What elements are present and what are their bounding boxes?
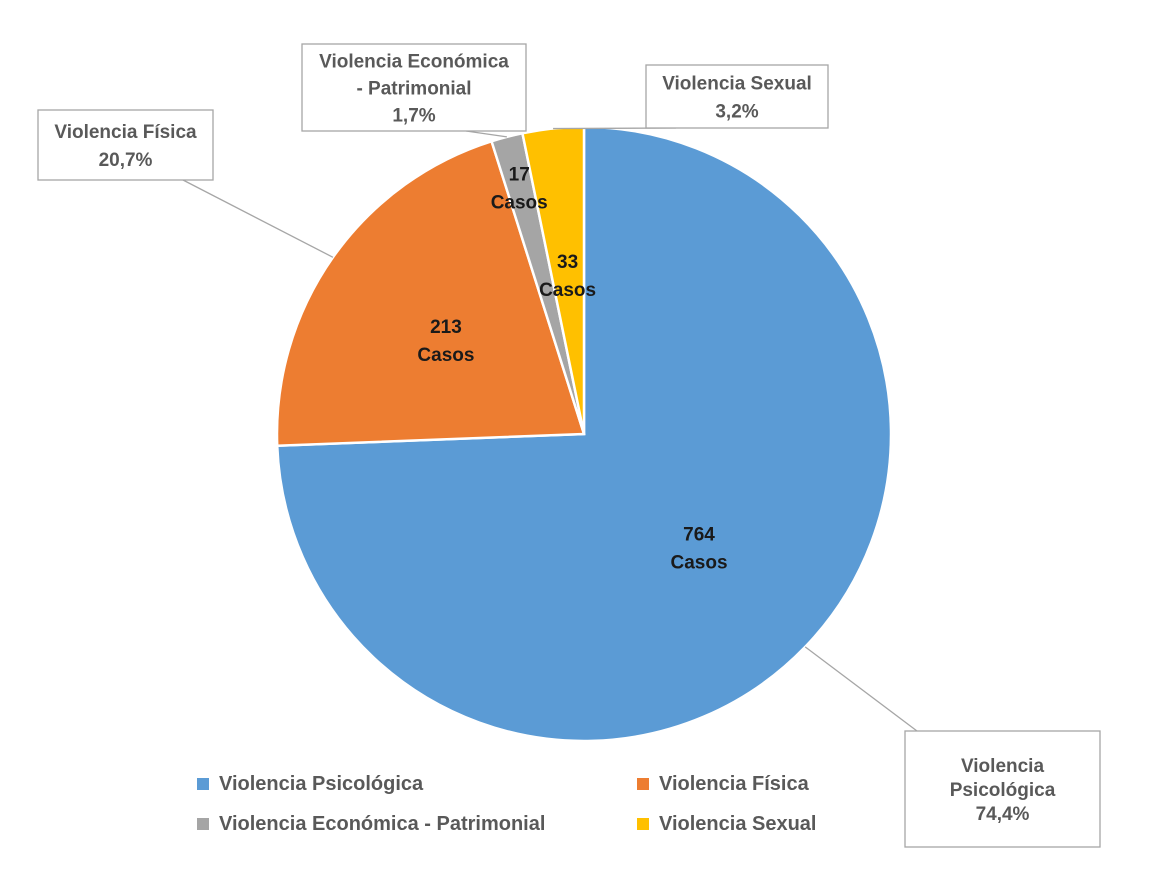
data-labels: 764 Casos 213 Casos 17 Casos 33 Casos [417,164,727,573]
leader-line-fisica [182,179,334,258]
legend-label-psicologica: Violencia Psicológica [219,773,424,795]
legend-swatch-economica-patrimonial [197,818,209,830]
callout-psicologica: Violencia Psicológica 74,4% [904,730,1101,848]
callout-label-economica-patrimonial: - Patrimonial [356,79,471,100]
callout-box-psicologica [904,730,1101,848]
pie-slices [275,125,893,743]
callout-box-economica-patrimonial [301,43,527,132]
legend-item-economica-patrimonial[interactable]: Violencia Económica - Patrimonial [197,813,545,835]
callout-sexual: Violencia Sexual 3,2% [645,64,829,129]
callout-label-psicologica: Psicológica [950,780,1056,801]
callout-label-psicologica: Violencia [961,756,1045,777]
leader-line-economica-patrimonial [465,130,507,138]
data-label-psicologica: 764 Casos [671,525,728,574]
callout-percent-sexual: 3,2% [715,102,758,123]
data-label-unit-economica-patrimonial: Casos [491,192,548,213]
legend-item-sexual[interactable]: Violencia Sexual [637,813,817,835]
legend-label-sexual: Violencia Sexual [659,813,817,835]
data-label-value-economica-patrimonial: 17 [509,164,530,185]
legend-item-fisica[interactable]: Violencia Física [637,773,810,795]
callout-box-fisica [37,109,214,181]
data-label-economica-patrimonial: 17 Casos [491,164,548,213]
data-label-value-fisica: 213 [430,317,462,338]
callout-label-sexual: Violencia Sexual [662,74,812,95]
legend-swatch-psicologica [197,778,209,790]
data-label-unit-sexual: Casos [539,280,596,301]
callout-fisica: Violencia Física 20,7% [37,109,214,181]
data-label-fisica: 213 Casos [417,317,474,366]
callout-label-fisica: Violencia Física [54,122,197,143]
data-label-value-psicologica: 764 [683,525,715,546]
legend-label-fisica: Violencia Física [659,773,810,795]
callout-percent-psicologica: 74,4% [976,804,1030,825]
legend-label-economica-patrimonial: Violencia Económica - Patrimonial [219,813,545,835]
data-label-sexual: 33 Casos [539,252,596,301]
callouts: Violencia Psicológica 74,4% Violencia Físic… [37,43,1101,848]
legend-item-psicologica[interactable]: Violencia Psicológica [197,773,424,795]
leader-line-psicologica [804,646,918,732]
legend-swatch-sexual [637,818,649,830]
callout-percent-fisica: 20,7% [99,150,153,171]
data-label-unit-fisica: Casos [417,345,474,366]
data-label-value-sexual: 33 [557,252,578,273]
legend-swatch-fisica [637,778,649,790]
data-label-unit-psicologica: Casos [671,553,728,574]
callout-label-economica-patrimonial: Violencia Económica [319,52,509,73]
legend: Violencia Psicológica Violencia Física Vio… [197,773,817,835]
callout-economica-patrimonial: Violencia Económica - Patrimonial 1,7% [301,43,527,132]
callout-box-sexual [645,64,829,129]
callout-percent-economica-patrimonial: 1,7% [392,106,435,127]
